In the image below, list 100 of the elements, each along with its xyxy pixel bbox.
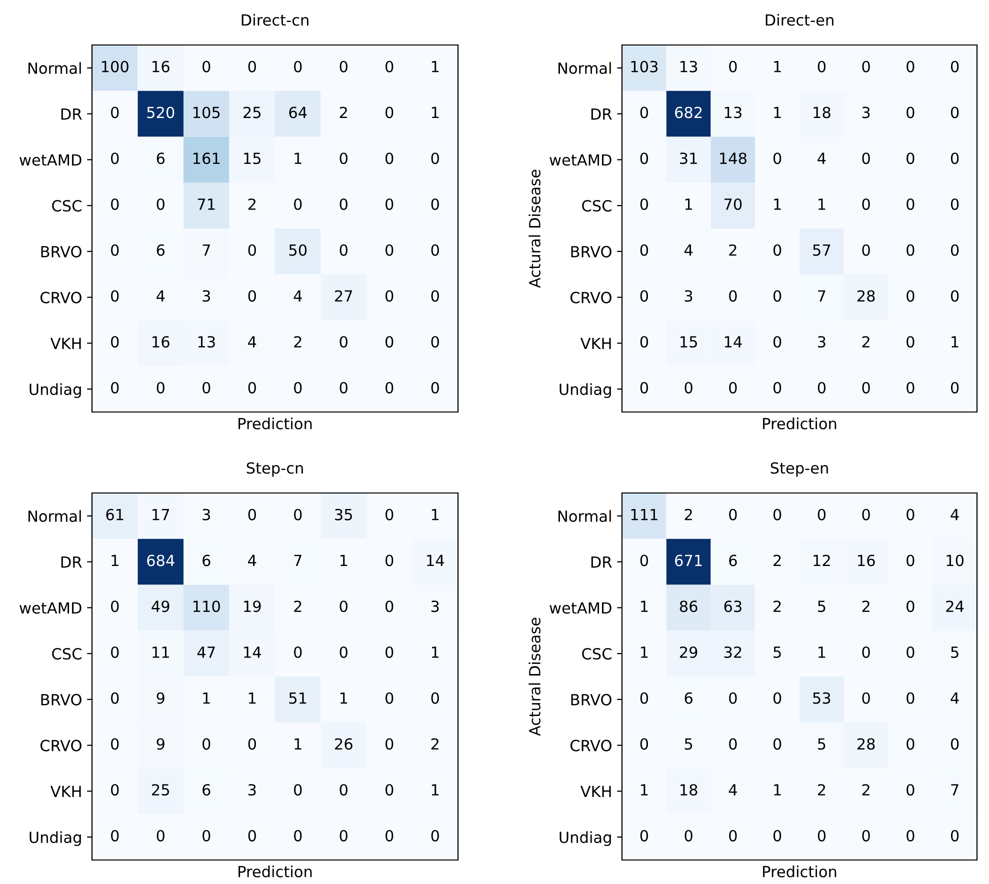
data-label: 14 xyxy=(427,554,444,566)
data-label: 0 xyxy=(386,198,394,210)
data-label: 1 xyxy=(340,554,348,566)
data-label: 0 xyxy=(111,290,119,302)
data-label: 13 xyxy=(724,106,742,118)
data-label: 13 xyxy=(680,60,698,72)
data-label: 0 xyxy=(906,106,914,118)
data-label: 1 xyxy=(432,646,439,658)
data-label: 0 xyxy=(640,198,648,210)
data-label: 0 xyxy=(386,784,394,796)
data-label: 0 xyxy=(906,784,914,796)
data-label: 0 xyxy=(950,382,959,394)
data-label: 2 xyxy=(248,198,256,210)
y-tick-label: DR xyxy=(591,556,612,568)
data-label: 1 xyxy=(432,784,439,796)
data-label: 0 xyxy=(431,692,439,704)
data-label: 14 xyxy=(724,336,742,348)
data-label: 0 xyxy=(431,244,439,256)
data-label: 0 xyxy=(386,600,394,612)
data-label: 0 xyxy=(773,290,782,302)
data-label: 1 xyxy=(774,106,781,118)
y-tick-label: Undiag xyxy=(560,383,611,398)
data-label: 35 xyxy=(335,508,352,520)
data-label: 1 xyxy=(774,198,781,210)
chart-title: Step-cn xyxy=(246,462,303,477)
y-tick-label: BRVO xyxy=(571,246,612,258)
y-tick-label: wetAMD xyxy=(550,602,612,614)
data-label: 0 xyxy=(340,830,348,842)
data-label: 0 xyxy=(906,152,914,164)
data-label: 0 xyxy=(386,830,394,842)
y-tick-label: Undiag xyxy=(560,831,611,846)
data-label: 0 xyxy=(729,60,737,72)
data-label: 0 xyxy=(386,508,394,520)
data-label: 3 xyxy=(202,290,210,302)
data-label: 0 xyxy=(386,554,394,566)
data-label: 3 xyxy=(248,784,256,796)
data-label: 0 xyxy=(111,244,119,256)
data-label: 26 xyxy=(335,738,352,750)
data-label: 682 xyxy=(675,106,702,118)
data-label: 0 xyxy=(340,646,348,658)
y-tick-label: Normal xyxy=(28,510,81,522)
data-label: 2 xyxy=(862,336,870,348)
y-tick-label: wetAMD xyxy=(20,154,82,166)
data-label: 0 xyxy=(950,290,959,302)
data-label: 1 xyxy=(641,646,648,658)
data-label: 2 xyxy=(774,600,781,612)
data-label: 17 xyxy=(152,509,170,520)
data-label: 1 xyxy=(432,106,439,118)
data-label: 0 xyxy=(684,382,692,394)
data-label: 9 xyxy=(156,692,164,704)
data-label: 0 xyxy=(431,152,439,164)
data-label: 71 xyxy=(198,198,215,210)
data-label: 0 xyxy=(386,60,394,72)
data-label: 0 xyxy=(818,60,826,72)
data-label: 0 xyxy=(248,738,256,750)
data-label: 1 xyxy=(203,692,210,704)
data-label: 0 xyxy=(906,646,914,658)
data-label: 53 xyxy=(813,692,830,704)
data-label: 61 xyxy=(106,508,124,520)
data-label: 0 xyxy=(340,784,348,796)
data-label: 0 xyxy=(340,336,348,348)
data-label: 0 xyxy=(386,692,394,704)
data-label: 50 xyxy=(289,244,307,256)
data-label: 0 xyxy=(156,830,164,842)
data-label: 0 xyxy=(640,554,648,566)
data-label: 0 xyxy=(640,692,648,704)
data-label: 0 xyxy=(202,382,210,394)
data-label: 3 xyxy=(684,290,692,302)
x-axis-title: Prediction xyxy=(238,866,312,878)
data-label: 4 xyxy=(156,290,165,302)
data-label: 0 xyxy=(386,738,394,750)
data-label: 0 xyxy=(906,738,914,750)
data-label: 0 xyxy=(862,152,870,164)
data-label: 0 xyxy=(906,244,914,256)
data-label: 0 xyxy=(729,830,737,842)
data-label: 27 xyxy=(335,290,352,302)
y-tick-label: CSC xyxy=(52,200,82,212)
data-label: 1 xyxy=(774,61,781,72)
data-label: 0 xyxy=(111,382,119,394)
y-tick-label: DR xyxy=(61,108,82,120)
data-label: 7 xyxy=(294,554,302,566)
data-label: 6 xyxy=(684,692,692,704)
data-label: 0 xyxy=(431,830,439,842)
data-label: 520 xyxy=(147,106,174,118)
data-label: 0 xyxy=(202,60,210,72)
data-label: 0 xyxy=(818,830,826,842)
data-label: 29 xyxy=(680,646,698,658)
y-tick-label: CRVO xyxy=(570,740,612,752)
data-label: 2 xyxy=(340,106,347,118)
data-label: 0 xyxy=(340,244,348,256)
data-label: 15 xyxy=(680,336,697,348)
data-label: 0 xyxy=(111,152,119,164)
data-label: 0 xyxy=(950,60,959,72)
data-label: 4 xyxy=(294,290,302,302)
data-label: 0 xyxy=(773,382,782,394)
data-label: 7 xyxy=(202,244,210,256)
data-label: 0 xyxy=(248,508,256,520)
data-label: 2 xyxy=(684,508,692,520)
data-label: 15 xyxy=(244,152,261,164)
data-label: 0 xyxy=(640,244,648,256)
